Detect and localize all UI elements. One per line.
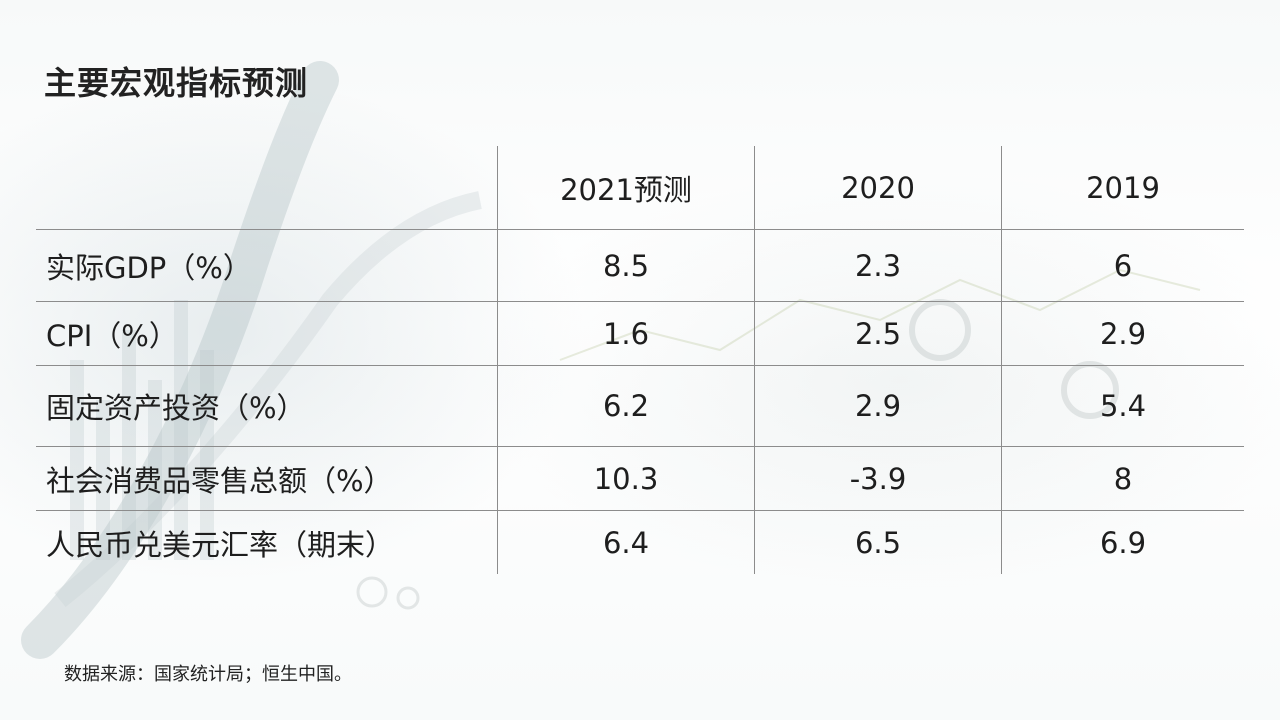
table-corner-cell	[36, 146, 497, 230]
row-label: 社会消费品零售总额（%）	[36, 447, 497, 511]
table-value-cell: 2.5	[754, 302, 1001, 366]
row-label: 人民币兑美元汇率（期末）	[46, 527, 395, 562]
indicator-table: 2021预测 2020 2019 实际GDP（%） 8.5 2.3 6 CPI（%） 1.6 2.…	[36, 146, 1244, 574]
table-value-cell: 2.3	[754, 230, 1001, 302]
table-value-cell: 6.5	[754, 511, 1001, 574]
table-value-cell: 8	[1001, 447, 1244, 511]
table-value-cell: 2.9	[754, 366, 1001, 447]
table-value-cell: 8.5	[497, 230, 754, 302]
table-value-cell: 6.9	[1001, 511, 1244, 574]
table-value-cell: 6.2	[497, 366, 754, 447]
column-header-2019: 2019	[1001, 146, 1244, 230]
row-label: 固定资产投资（%）	[36, 366, 497, 447]
table-value-cell: 2.9	[1001, 302, 1244, 366]
table-value-cell: -3.9	[754, 447, 1001, 511]
table-value-cell: 10.3	[497, 447, 754, 511]
row-label: 实际GDP（%）	[36, 230, 497, 302]
table-value-cell: 1.6	[497, 302, 754, 366]
slide-title: 主要宏观指标预测	[44, 64, 309, 102]
table-value-cell: 5.4	[1001, 366, 1244, 447]
row-label: CPI（%）	[36, 302, 497, 366]
table-value-cell: 6.4	[497, 511, 754, 574]
table-value-cell: 6	[1001, 230, 1244, 302]
column-header-2020: 2020	[754, 146, 1001, 230]
column-header-2021预测: 2021预测	[497, 146, 754, 230]
source-note: 数据来源：国家统计局；恒生中国。	[64, 664, 352, 685]
